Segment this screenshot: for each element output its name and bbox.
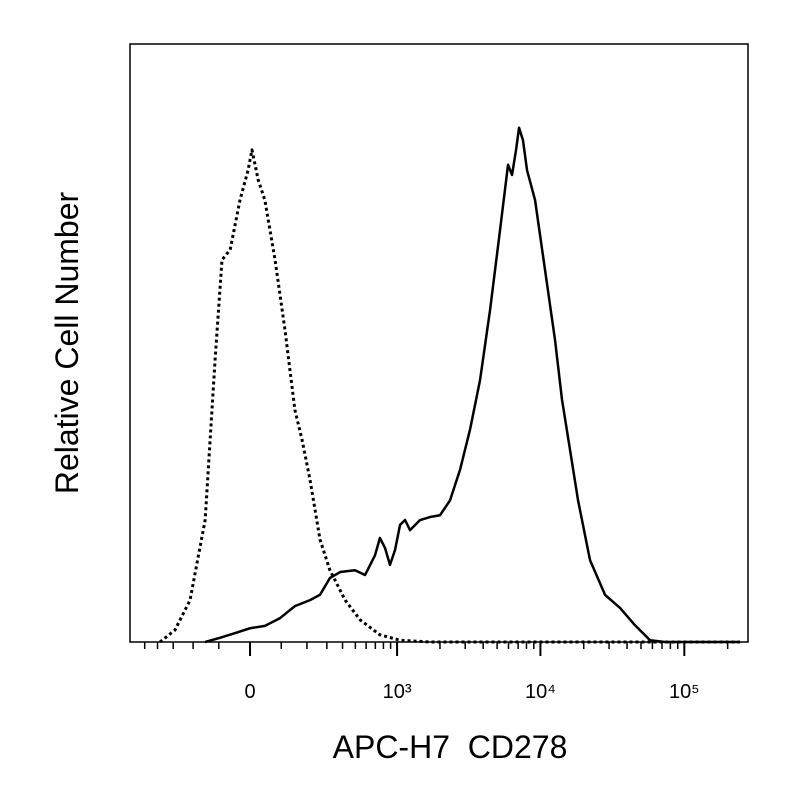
histogram-line xyxy=(204,126,741,644)
x-axis-label: APC-H7 CD278 xyxy=(333,729,568,765)
x-tick-label: 10⁴ xyxy=(525,681,556,703)
histogram-line xyxy=(159,148,741,644)
y-axis-label: Relative Cell Number xyxy=(49,191,85,494)
x-tick-label: 10⁵ xyxy=(669,681,700,703)
plot-frame xyxy=(129,43,749,643)
x-tick-label: 0 xyxy=(244,681,255,703)
x-tick-label: 10³ xyxy=(383,681,412,703)
